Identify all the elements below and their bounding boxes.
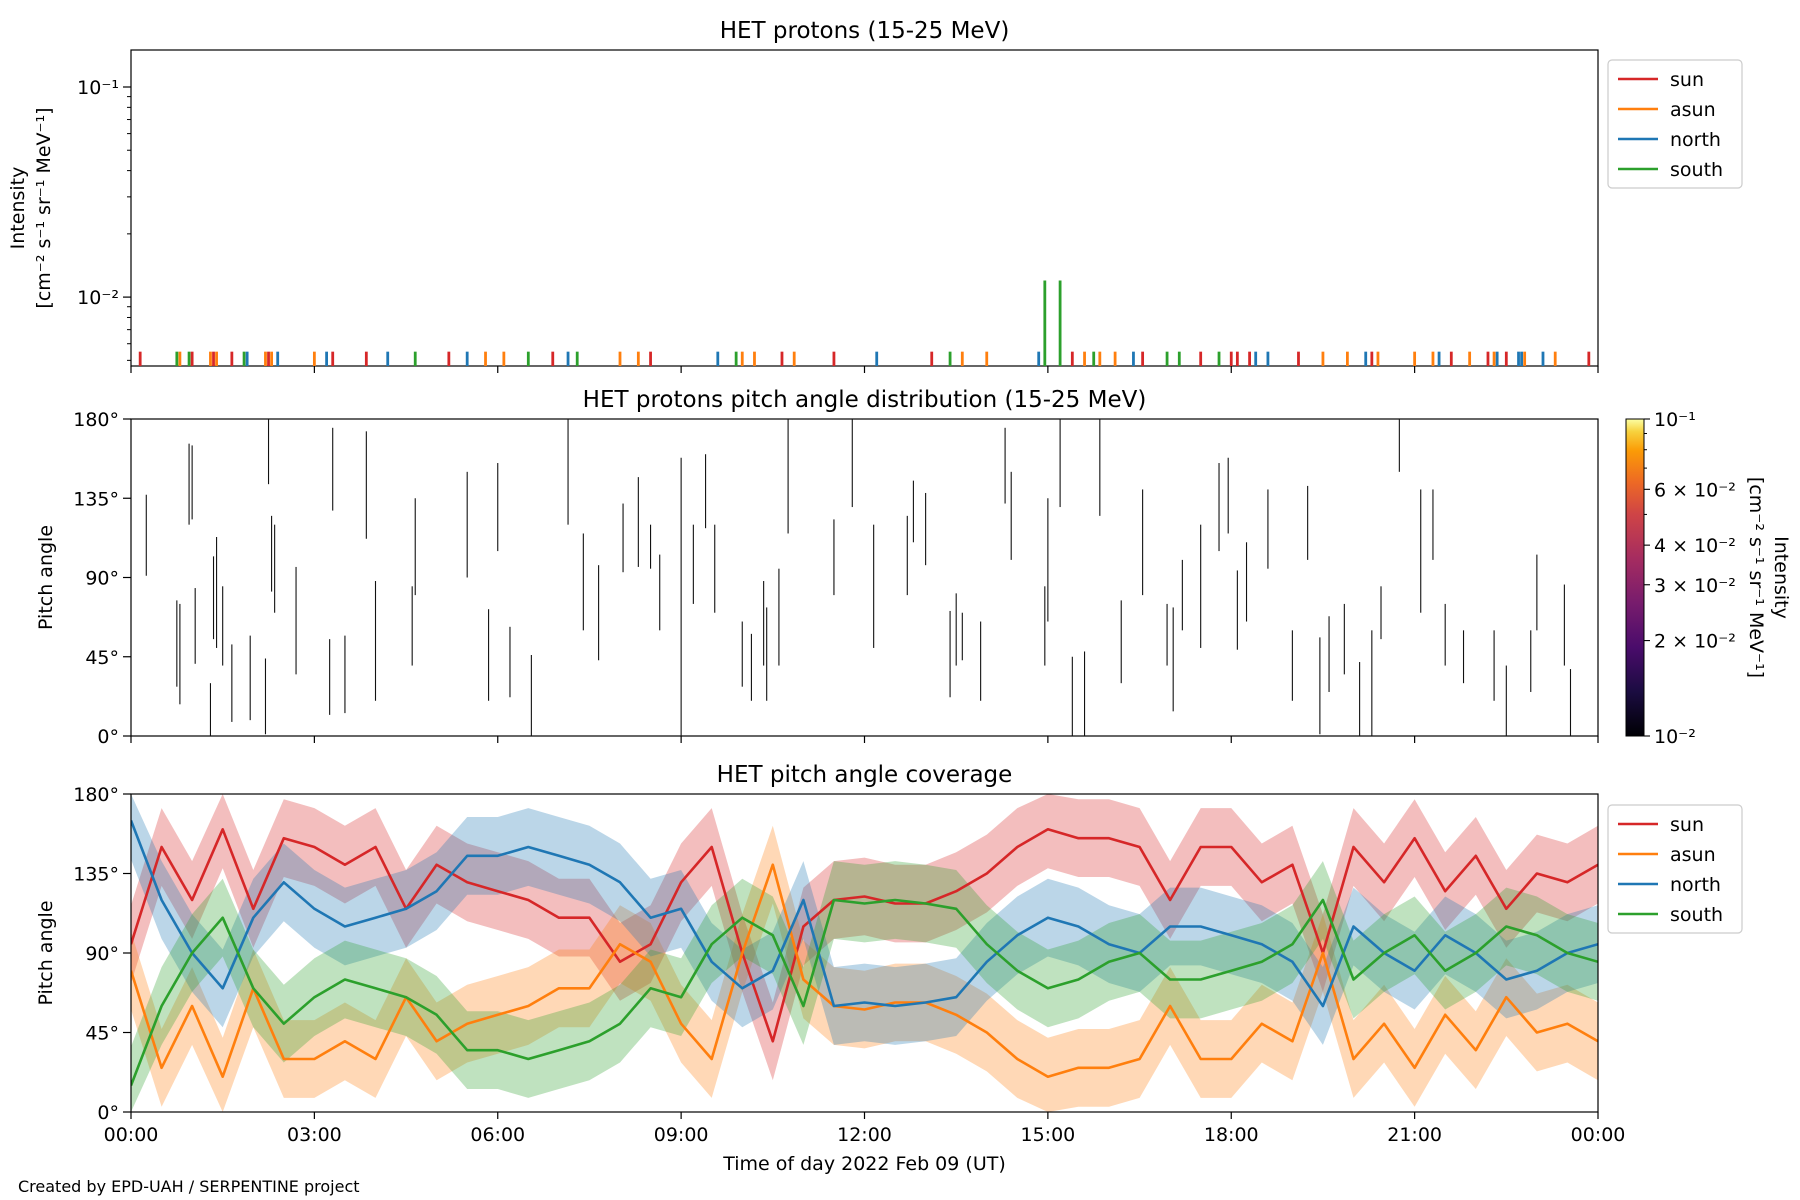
- y-axis-label-units: [cm⁻² s⁻¹ sr⁻¹ MeV⁻¹]: [33, 107, 55, 308]
- colorbar: [1625, 418, 1645, 737]
- y-axis-label: Pitch angle: [35, 900, 57, 1005]
- x-tick-label: 06:00: [470, 1124, 525, 1146]
- coverage-line-north: [131, 820, 1598, 1008]
- colorbar-tick-label: 4 × 10⁻²: [1654, 535, 1736, 557]
- chart-title: HET protons (15-25 MeV): [720, 18, 1010, 44]
- colorbar-tick-label: 2 × 10⁻²: [1654, 631, 1736, 653]
- y-tick-label: 90°: [85, 943, 119, 965]
- x-tick-label: 21:00: [1387, 1124, 1442, 1146]
- coverage-line-south: [131, 898, 1598, 1086]
- legend-label-south: south: [1670, 159, 1723, 181]
- colorbar-tick-label: 6 × 10⁻²: [1654, 479, 1736, 501]
- legend-label-north: north: [1670, 129, 1721, 151]
- plot-area-frame: [130, 418, 1599, 737]
- colorbar-tick-label: 10⁻²: [1654, 726, 1696, 748]
- y-tick-label: 0°: [97, 726, 119, 748]
- credit-text: Created by EPD-UAH / SERPENTINE project: [18, 1177, 360, 1196]
- legend-label-sun: sun: [1670, 69, 1704, 91]
- x-tick-label: 03:00: [287, 1124, 342, 1146]
- colorbar-label: Intensity: [1770, 536, 1792, 619]
- coverage-band-asun: [131, 825, 1598, 1112]
- x-axis-label: Time of day 2022 Feb 09 (UT): [722, 1153, 1006, 1175]
- y-tick-label: 10⁻¹: [77, 77, 119, 99]
- y-tick-label: 45°: [85, 1023, 119, 1045]
- colorbar-tick-label: 10⁻¹: [1654, 409, 1696, 431]
- legend-label-north: north: [1670, 874, 1721, 896]
- y-tick-label: 180°: [73, 409, 119, 431]
- x-tick-label: 00:00: [1571, 1124, 1626, 1146]
- y-tick-label: 180°: [73, 784, 119, 806]
- y-axis-label: Pitch angle: [35, 525, 57, 630]
- legend-label-asun: asun: [1670, 99, 1716, 121]
- y-tick-label: 135°: [73, 488, 119, 510]
- legend-label-asun: asun: [1670, 844, 1716, 866]
- x-tick-label: 18:00: [1204, 1124, 1259, 1146]
- y-tick-label: 90°: [85, 568, 119, 590]
- coverage-line-asun: [131, 863, 1598, 1078]
- intensity-panel: HET protons (15-25 MeV) 10⁻¹ 10⁻² Intensity…: [7, 18, 1743, 373]
- coverage-line-sun: [131, 827, 1598, 1043]
- legend-box: [1607, 59, 1743, 189]
- y-tick-label: 45°: [85, 647, 119, 669]
- x-tick-label: 09:00: [654, 1124, 709, 1146]
- x-tick-label: 15:00: [1020, 1124, 1075, 1146]
- x-tick-label: 00:00: [104, 1124, 159, 1146]
- chart-title: HET protons pitch angle distribution (15…: [583, 387, 1147, 413]
- colorbar-label-units: [cm⁻² s⁻¹ sr⁻¹ MeV⁻¹]: [1745, 477, 1767, 678]
- legend-label-sun: sun: [1670, 814, 1704, 836]
- pitch-angle-distribution-panel: HET protons pitch angle distribution (15…: [35, 387, 1792, 748]
- series-group: [131, 794, 1598, 1112]
- y-tick-label: 0°: [97, 1102, 119, 1124]
- y-tick-label: 135°: [73, 864, 119, 886]
- x-tick-label: 12:00: [837, 1124, 892, 1146]
- legend-label-south: south: [1670, 904, 1723, 926]
- y-tick-label: 10⁻²: [77, 287, 119, 309]
- plot-area-frame: [130, 49, 1599, 367]
- colorbar-tick-label: 3 × 10⁻²: [1654, 575, 1736, 597]
- chart-title: HET pitch angle coverage: [717, 762, 1013, 788]
- pitch-angle-coverage-panel: HET pitch angle coverage 0° 45° 90° 135° 180°…: [35, 762, 1743, 1175]
- y-axis-label: Intensity: [7, 167, 29, 250]
- coverage-band-sun: [131, 794, 1598, 1081]
- legend-box: [1607, 804, 1743, 934]
